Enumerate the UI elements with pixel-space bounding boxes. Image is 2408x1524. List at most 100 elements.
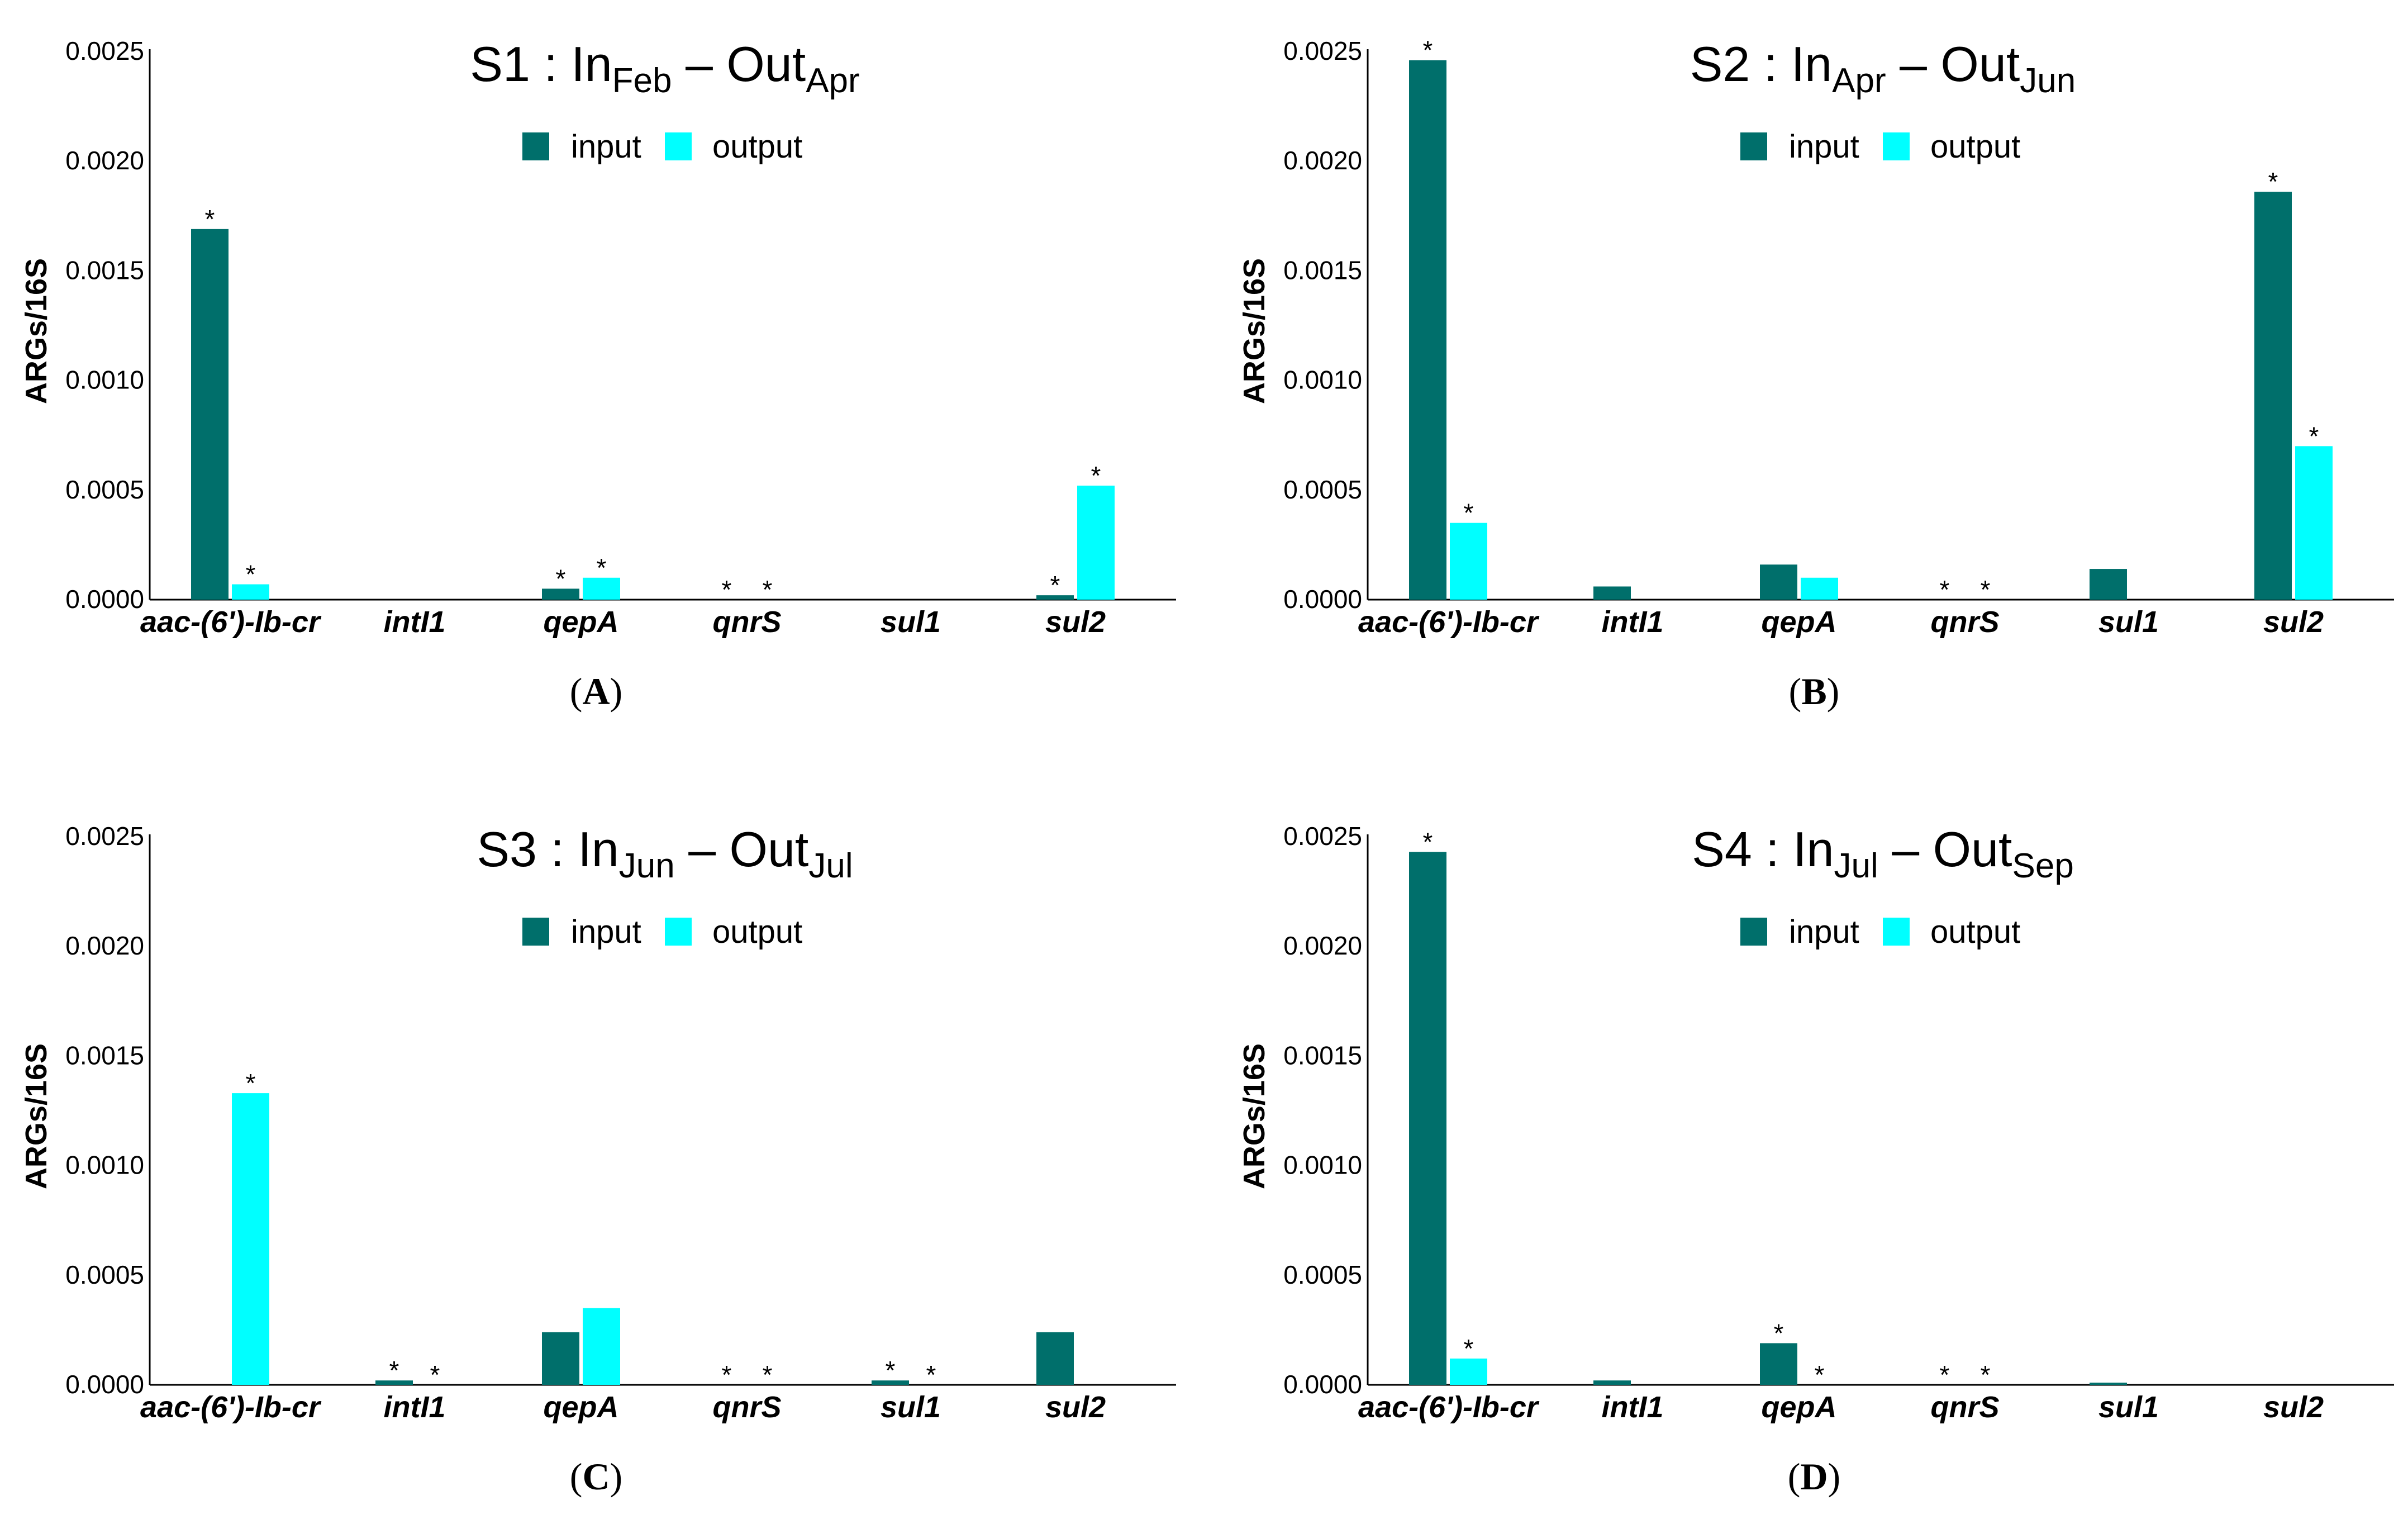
bar-input-5 [2254,192,2292,600]
significance-star: * [246,560,256,589]
significance-star: * [1464,1334,1474,1363]
category-label: sul2 [1045,605,1106,639]
category-label: intI1 [383,605,445,639]
chart-panel-a: 0.0000 0.0005 0.0010 0.0015 0.0020 0.0025 ARGs… [0,0,1190,739]
significance-star: * [1774,1318,1784,1347]
legend-swatch-output [1883,132,1910,160]
bar-input-2 [1760,1343,1797,1385]
significance-star: * [763,1360,773,1389]
significance-star: * [389,1356,399,1385]
significance-star: * [597,553,607,582]
significance-star: * [1464,498,1474,528]
category-label: qnrS [1930,1390,1999,1424]
y-tick-label: 0.0020 [1283,931,1362,960]
y-tick-label: 0.0015 [65,255,144,284]
bar-input-5 [1036,1332,1074,1385]
category-label: sul2 [2263,1390,2324,1424]
significance-star: * [1940,575,1950,604]
category-label: qnrS [712,1390,781,1424]
bar-input-1 [1593,586,1631,600]
bar-input-5 [1036,595,1074,600]
y-tick-label: 0.0010 [1283,365,1362,395]
y-tick-label: 0.0005 [1283,1260,1362,1289]
panel-label: (A) [570,670,622,713]
legend-swatch-input [1740,132,1767,160]
significance-star: * [430,1360,440,1389]
y-tick-label: 0.0005 [65,475,144,504]
chart-title: S4 : InJul – OutSep [1692,822,2074,885]
y-tick-label: 0.0000 [1283,1370,1362,1399]
significance-star: * [722,575,732,604]
significance-star: * [1050,571,1060,600]
bar-input-0 [1409,852,1446,1385]
significance-star: * [556,564,566,593]
bar-input-4 [2090,569,2127,600]
category-label: intI1 [1601,1390,1663,1424]
y-tick-label: 0.0010 [65,365,144,395]
panel-label: (B) [1789,670,1840,713]
chart-title: S2 : InApr – OutJun [1690,36,2076,100]
category-label: aac-(6')-Ib-cr [1358,605,1540,639]
y-tick-label: 0.0015 [1283,255,1362,284]
category-label: aac-(6')-Ib-cr [140,1390,322,1424]
bar-output-0 [232,584,269,600]
bar-input-2 [542,1332,579,1385]
legend-label-input: input [1789,129,1859,165]
bar-input-2 [542,588,579,600]
category-label: aac-(6')-Ib-cr [1358,1390,1540,1424]
bar-output-2 [583,577,620,600]
chart-title: S3 : InJun – OutJul [477,822,853,885]
y-tick-label: 0.0000 [65,585,144,614]
significance-star: * [2309,421,2319,450]
legend-label-output: output [1930,129,2020,165]
legend: input output [522,129,802,165]
y-tick-label: 0.0015 [65,1041,144,1070]
significance-star: * [1981,1360,1991,1389]
bar-input-1 [1593,1380,1631,1385]
significance-star: * [1815,1360,1825,1389]
bar-output-5 [2295,446,2333,600]
legend-swatch-output [1883,918,1910,946]
legend-label-input: input [571,129,641,165]
category-label: qepA [1762,1390,1837,1424]
y-tick-label: 0.0020 [65,931,144,960]
chart-svg-a: 0.0000 0.0005 0.0010 0.0015 0.0020 0.0025 ARGs… [20,36,1176,713]
legend: input output [522,914,802,950]
chart-svg-d: 0.0000 0.0005 0.0010 0.0015 0.0020 0.0025 ARGs… [1238,822,2394,1498]
y-axis-label: ARGs/16S [1238,1043,1271,1189]
significance-star: * [886,1356,896,1385]
category-label: intI1 [383,1390,445,1424]
y-tick-label: 0.0000 [65,1370,144,1399]
y-tick-label: 0.0020 [1283,146,1362,175]
legend-swatch-input [1740,918,1767,946]
category-label: qepA [544,605,619,639]
bar-input-0 [191,229,229,600]
significance-star: * [1423,827,1433,856]
bar-output-2 [1801,577,1838,600]
legend-swatch-input [522,918,549,946]
category-label: qepA [1762,605,1837,639]
bar-output-0 [1450,1358,1487,1385]
category-label: aac-(6')-Ib-cr [140,605,322,639]
y-tick-label: 0.0010 [65,1151,144,1180]
significance-star: * [926,1360,936,1389]
legend: input output [1740,914,2020,950]
panel-label: (D) [1788,1455,1840,1498]
chart-svg-c: 0.0000 0.0005 0.0010 0.0015 0.0020 0.0025 ARGs… [20,822,1176,1498]
y-tick-label: 0.0020 [65,146,144,175]
significance-star: * [246,1069,256,1098]
significance-star: * [1091,461,1101,490]
bar-output-2 [583,1308,620,1385]
chart-panel-d: 0.0000 0.0005 0.0010 0.0015 0.0020 0.0025 ARGs… [1218,785,2408,1524]
panel-label: (C) [570,1455,622,1498]
y-axis-label: ARGs/16S [20,1043,53,1189]
category-label: qepA [544,1390,619,1424]
chart-panel-b: 0.0000 0.0005 0.0010 0.0015 0.0020 0.0025 ARGs… [1218,0,2408,739]
significance-star: * [1981,575,1991,604]
bar-input-0 [1409,60,1446,600]
significance-star: * [763,575,773,604]
y-tick-label: 0.0005 [65,1260,144,1289]
legend-swatch-input [522,132,549,160]
y-tick-label: 0.0025 [1283,822,1362,851]
y-tick-label: 0.0010 [1283,1151,1362,1180]
